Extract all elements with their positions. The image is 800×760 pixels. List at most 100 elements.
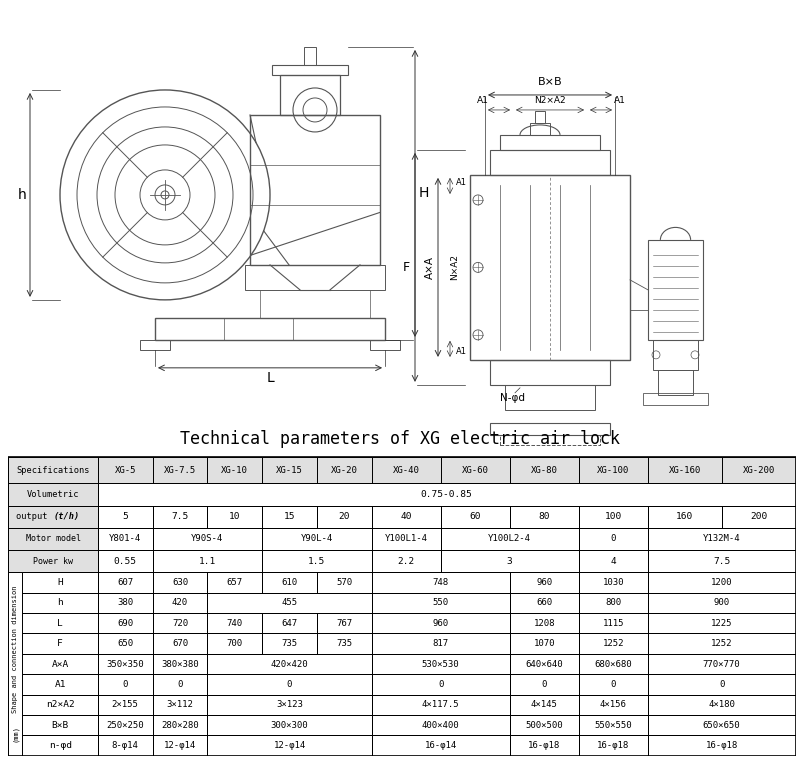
Bar bbox=[722, 505, 795, 528]
Bar bbox=[579, 528, 648, 550]
Text: 1252: 1252 bbox=[602, 639, 624, 648]
Text: 660: 660 bbox=[536, 598, 552, 607]
Text: 817: 817 bbox=[433, 639, 449, 648]
Bar bbox=[262, 633, 317, 654]
Bar bbox=[207, 633, 262, 654]
Text: n-φd: n-φd bbox=[49, 741, 72, 750]
Bar bbox=[9, 528, 98, 550]
Text: 15: 15 bbox=[284, 512, 295, 521]
Text: 1030: 1030 bbox=[602, 578, 624, 587]
Bar bbox=[262, 458, 317, 483]
Text: Specifications: Specifications bbox=[16, 466, 90, 475]
Text: XG-60: XG-60 bbox=[462, 466, 489, 475]
Bar bbox=[510, 654, 579, 674]
Bar bbox=[153, 736, 207, 755]
Bar bbox=[304, 47, 316, 65]
Text: 1252: 1252 bbox=[711, 639, 733, 648]
Bar bbox=[207, 613, 262, 633]
Text: Volumetric: Volumetric bbox=[27, 490, 79, 499]
Text: 900: 900 bbox=[714, 598, 730, 607]
Bar bbox=[643, 393, 708, 405]
Text: Y801-4: Y801-4 bbox=[109, 534, 142, 543]
Bar bbox=[153, 572, 207, 593]
Text: n2×A2: n2×A2 bbox=[46, 700, 74, 709]
Text: Power kw: Power kw bbox=[33, 556, 73, 565]
Text: Y90S-4: Y90S-4 bbox=[191, 534, 223, 543]
Bar bbox=[22, 593, 98, 613]
Text: 250×250: 250×250 bbox=[106, 720, 144, 730]
Text: 550×550: 550×550 bbox=[594, 720, 632, 730]
Text: 550: 550 bbox=[433, 598, 449, 607]
Bar bbox=[317, 613, 372, 633]
Text: 350×350: 350×350 bbox=[106, 660, 144, 669]
Bar bbox=[648, 654, 795, 674]
Bar bbox=[155, 318, 385, 340]
Bar bbox=[22, 674, 98, 695]
Bar bbox=[648, 715, 795, 736]
Text: 200: 200 bbox=[750, 512, 767, 521]
Text: XG-200: XG-200 bbox=[742, 466, 774, 475]
Bar bbox=[441, 528, 579, 550]
Text: (t/h): (t/h) bbox=[53, 512, 79, 521]
Text: B×B: B×B bbox=[538, 77, 562, 87]
Bar bbox=[510, 674, 579, 695]
Text: A×A: A×A bbox=[51, 660, 69, 669]
Text: L: L bbox=[266, 371, 274, 385]
Bar bbox=[658, 370, 693, 395]
Text: 647: 647 bbox=[282, 619, 298, 628]
Bar bbox=[370, 340, 400, 350]
Bar bbox=[98, 715, 153, 736]
Text: 280×280: 280×280 bbox=[161, 720, 198, 730]
Bar bbox=[9, 550, 98, 572]
Bar bbox=[207, 572, 262, 593]
Bar bbox=[98, 572, 153, 593]
Bar bbox=[648, 736, 795, 755]
Text: Y132M-4: Y132M-4 bbox=[703, 534, 741, 543]
Bar bbox=[579, 572, 648, 593]
Bar bbox=[22, 736, 98, 755]
Bar bbox=[648, 593, 795, 613]
Text: 60: 60 bbox=[470, 512, 481, 521]
Bar bbox=[510, 593, 579, 613]
Text: H: H bbox=[58, 578, 63, 587]
Bar bbox=[98, 654, 153, 674]
Bar bbox=[372, 572, 510, 593]
Bar bbox=[262, 572, 317, 593]
Text: A×A: A×A bbox=[425, 256, 435, 279]
Bar bbox=[579, 736, 648, 755]
Text: 455: 455 bbox=[282, 598, 298, 607]
Bar bbox=[510, 572, 579, 593]
Text: 4×145: 4×145 bbox=[531, 700, 558, 709]
Text: L: L bbox=[58, 619, 63, 628]
Bar bbox=[207, 458, 262, 483]
Bar bbox=[153, 593, 207, 613]
Bar bbox=[317, 458, 372, 483]
Bar bbox=[262, 613, 317, 633]
Text: 570: 570 bbox=[336, 578, 352, 587]
Text: Motor model: Motor model bbox=[26, 534, 81, 543]
Text: 400×400: 400×400 bbox=[422, 720, 459, 730]
Text: A1: A1 bbox=[614, 96, 626, 105]
Bar bbox=[153, 505, 207, 528]
Bar bbox=[153, 654, 207, 674]
Bar bbox=[153, 613, 207, 633]
Text: XG-20: XG-20 bbox=[331, 466, 358, 475]
Text: 640×640: 640×640 bbox=[526, 660, 563, 669]
Bar bbox=[9, 572, 22, 755]
Bar bbox=[317, 505, 372, 528]
Text: 0: 0 bbox=[438, 680, 443, 689]
Bar bbox=[372, 613, 510, 633]
Bar bbox=[98, 483, 795, 505]
Bar bbox=[579, 613, 648, 633]
Bar bbox=[22, 654, 98, 674]
Text: 12-φ14: 12-φ14 bbox=[164, 741, 196, 750]
Text: XG-40: XG-40 bbox=[393, 466, 420, 475]
Bar bbox=[9, 505, 98, 528]
Bar bbox=[98, 695, 153, 715]
Text: XG-100: XG-100 bbox=[598, 466, 630, 475]
Text: Shape and connection dimension: Shape and connection dimension bbox=[13, 586, 18, 713]
Text: 4×180: 4×180 bbox=[708, 700, 735, 709]
Text: F: F bbox=[402, 261, 410, 274]
Bar bbox=[579, 458, 648, 483]
Bar bbox=[22, 613, 98, 633]
